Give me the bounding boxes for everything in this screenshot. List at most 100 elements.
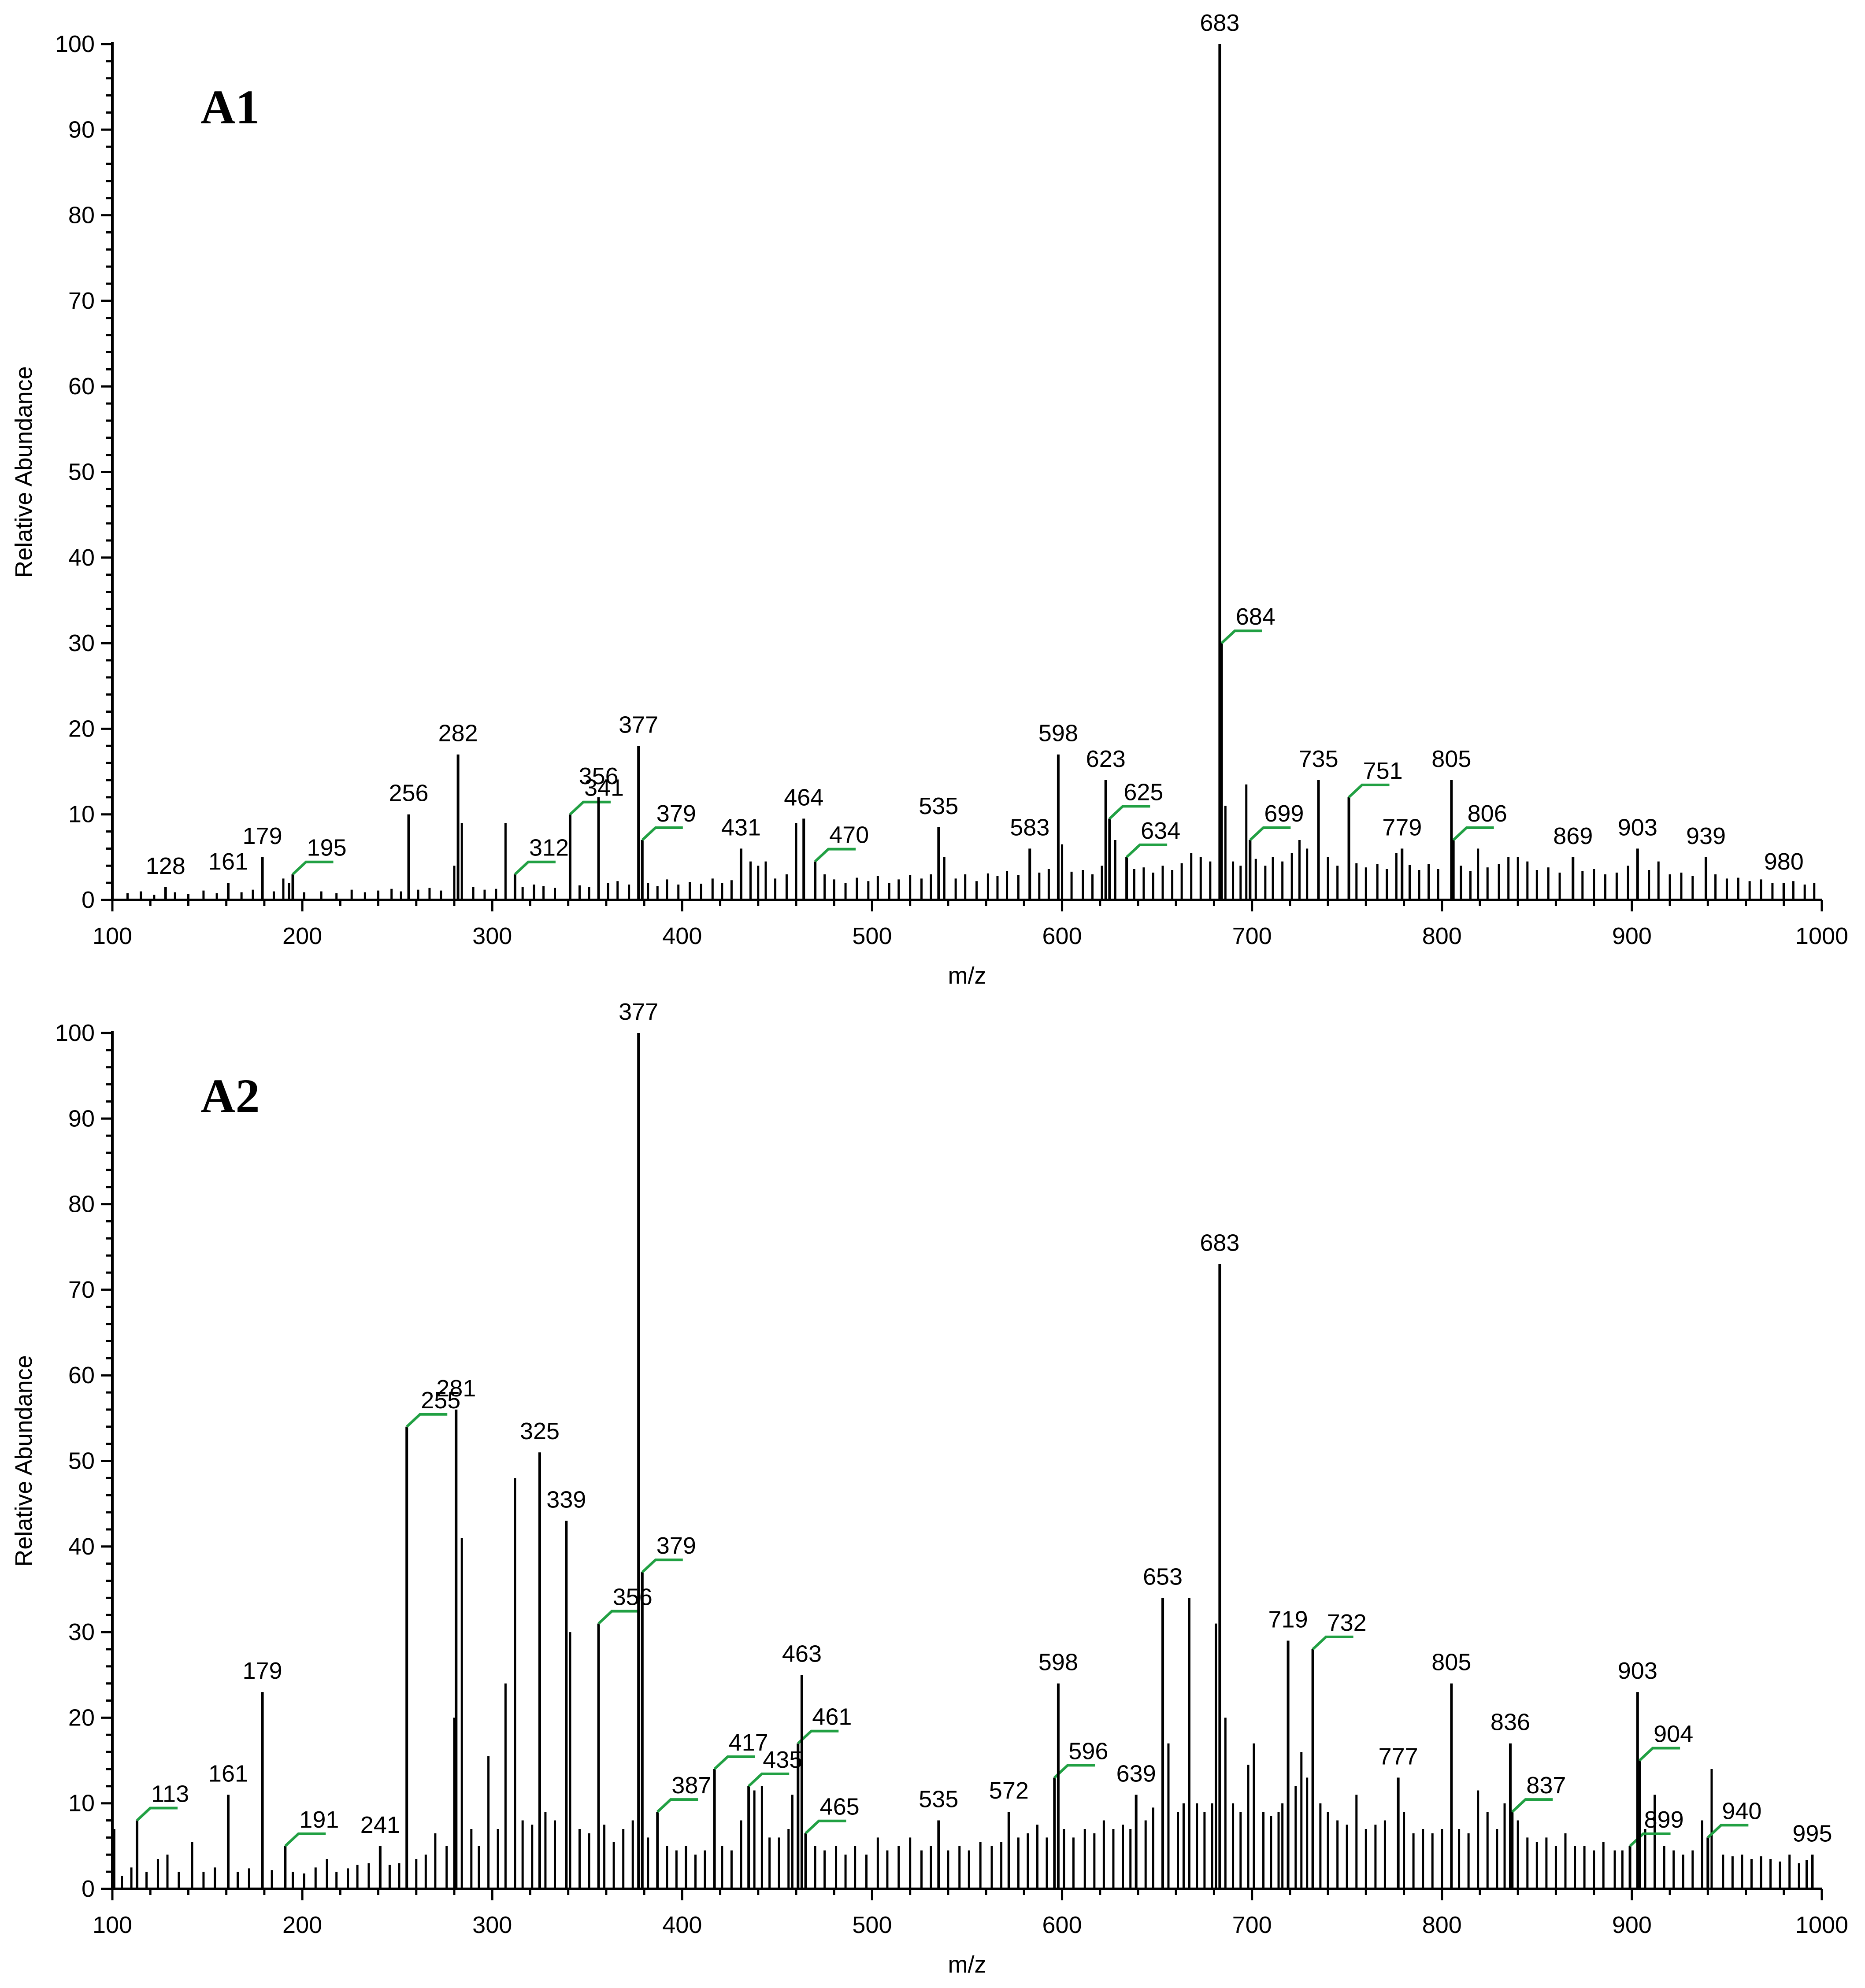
- peak-label-683: 683: [1200, 10, 1239, 36]
- peak-label-779: 779: [1382, 814, 1422, 840]
- peak-label-179: 179: [243, 1658, 282, 1684]
- peak-label-161: 161: [208, 1760, 248, 1787]
- panel-label: A1: [200, 80, 260, 134]
- y-tick-label: 60: [68, 373, 95, 400]
- peak-callout-line-379: [641, 1559, 683, 1573]
- peak-label-417: 417: [729, 1729, 768, 1756]
- peak-callout-line-470: [814, 848, 856, 863]
- y-tick-label: 50: [68, 459, 95, 485]
- peak-callout-line-255: [406, 1413, 448, 1428]
- peak-callout-line-387: [656, 1798, 698, 1813]
- peak-label-751: 751: [1363, 758, 1403, 784]
- peak-label-904: 904: [1654, 1721, 1693, 1747]
- peak-callout-line-113: [136, 1807, 178, 1821]
- spectrum-panel-2: 0 10 20 30 40 50 60 70 80 90 100 100 200 300 400 500 600…: [11, 999, 1848, 1978]
- y-tick-label: 100: [55, 1020, 95, 1046]
- x-tick-label: 400: [662, 923, 702, 949]
- y-tick-label: 10: [68, 1790, 95, 1817]
- y-tick-label: 0: [82, 887, 95, 913]
- peak-label-191: 191: [299, 1807, 339, 1833]
- peak-callout-line-465: [805, 1819, 846, 1834]
- peak-label-356: 356: [613, 1584, 653, 1610]
- peak-label-463: 463: [782, 1640, 822, 1667]
- peak-label-623: 623: [1086, 746, 1126, 772]
- peak-callout-line-634: [1126, 843, 1168, 859]
- peak-callout-line-904: [1639, 1747, 1680, 1762]
- y-axis-title: Relative Abundance: [11, 1355, 37, 1566]
- peak-label-899: 899: [1644, 1807, 1684, 1833]
- peak-label-806: 806: [1468, 800, 1507, 827]
- peak-label-805: 805: [1431, 1649, 1471, 1676]
- peak-label-940: 940: [1722, 1798, 1761, 1824]
- x-tick-label: 500: [852, 923, 892, 949]
- peak-label-128: 128: [146, 853, 185, 879]
- x-tick-label: 800: [1422, 1912, 1462, 1938]
- peak-label-683: 683: [1200, 1230, 1239, 1256]
- peak-label-312: 312: [529, 835, 569, 861]
- peak-label-464: 464: [784, 784, 823, 811]
- x-tick-label: 900: [1612, 923, 1652, 949]
- peak-callout-line-417: [713, 1755, 755, 1770]
- peak-label-777: 777: [1379, 1743, 1418, 1770]
- peak-label-684: 684: [1236, 603, 1275, 630]
- peak-label-113: 113: [151, 1781, 189, 1807]
- y-tick-label: 100: [55, 31, 95, 57]
- peak-label-535: 535: [919, 793, 958, 819]
- peak-callout-line-341: [569, 800, 611, 815]
- panel-label: A2: [200, 1069, 260, 1123]
- x-tick-label: 500: [852, 1912, 892, 1938]
- x-tick-label: 100: [93, 923, 132, 949]
- y-tick-label: 90: [68, 116, 95, 143]
- x-tick-label: 300: [472, 923, 512, 949]
- x-axis-title: m/z: [948, 1951, 986, 1978]
- y-axis-title: Relative Abundance: [11, 366, 37, 578]
- y-tick-label: 60: [68, 1362, 95, 1388]
- y-tick-label: 40: [68, 1533, 95, 1560]
- peak-callout-line-191: [284, 1832, 326, 1847]
- peak-callout-line-699: [1249, 826, 1291, 841]
- peak-callout-line-312: [514, 860, 556, 875]
- peak-callout-line-806: [1452, 826, 1494, 841]
- peak-label-995: 995: [1792, 1820, 1832, 1847]
- peak-label-377: 377: [619, 711, 658, 738]
- peak-label-903: 903: [1618, 1658, 1657, 1684]
- peak-label-379: 379: [656, 1533, 696, 1559]
- peak-label-719: 719: [1268, 1607, 1308, 1633]
- peak-callout-line-732: [1312, 1635, 1353, 1651]
- peak-label-535: 535: [919, 1786, 958, 1813]
- y-tick-label: 30: [68, 630, 95, 656]
- peak-callout-line-899: [1629, 1832, 1671, 1847]
- x-tick-label: 400: [662, 1912, 702, 1938]
- x-tick-label: 200: [282, 923, 322, 949]
- peak-label-470: 470: [829, 822, 869, 848]
- peak-label-465: 465: [820, 1794, 860, 1820]
- peak-callout-line-195: [292, 860, 334, 875]
- peak-label-339: 339: [546, 1487, 586, 1513]
- peak-callout-line-684: [1220, 629, 1262, 644]
- peak-callout-line-356: [597, 1610, 639, 1625]
- peak-label-625: 625: [1123, 779, 1163, 805]
- peak-callout-line-625: [1109, 805, 1150, 820]
- peak-label-572: 572: [989, 1777, 1029, 1804]
- peak-callout-line-940: [1707, 1824, 1749, 1839]
- y-tick-label: 70: [68, 288, 95, 314]
- peak-label-699: 699: [1264, 800, 1304, 827]
- peak-label-903: 903: [1618, 814, 1657, 840]
- peak-label-387: 387: [671, 1772, 711, 1799]
- x-tick-label: 900: [1612, 1912, 1652, 1938]
- x-tick-label: 600: [1042, 1912, 1082, 1938]
- spectrum-panel-1: 0 10 20 30 40 50 60 70 80 90 100 100 200 300 400 500 600…: [11, 10, 1848, 989]
- x-tick-label: 100: [93, 1912, 132, 1938]
- peak-label-161: 161: [208, 848, 248, 875]
- peak-label-282: 282: [438, 720, 478, 747]
- y-tick-label: 50: [68, 1448, 95, 1474]
- peak-label-356: 356: [579, 763, 619, 789]
- peak-callout-line-461: [797, 1729, 839, 1744]
- peak-callout-line-596: [1053, 1764, 1095, 1779]
- peak-callout-line-379: [641, 826, 683, 841]
- peak-label-281: 281: [436, 1375, 476, 1402]
- x-axis-title: m/z: [948, 963, 986, 989]
- peak-label-735: 735: [1299, 746, 1338, 772]
- peak-callout-line-837: [1511, 1798, 1553, 1813]
- peak-label-837: 837: [1526, 1772, 1566, 1799]
